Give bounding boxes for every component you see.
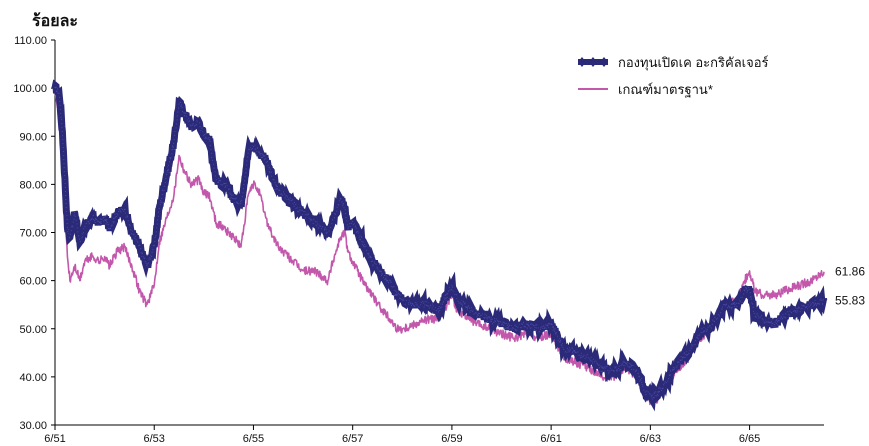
y-tick-label: 100.00	[13, 83, 47, 95]
x-tick-label: 6/63	[640, 433, 661, 445]
legend-benchmark-label: เกณฑ์มาตรฐาน*	[618, 82, 713, 98]
legend-fund-diamond-marker	[589, 57, 597, 67]
x-tick-label: 6/55	[243, 433, 264, 445]
y-tick-label: 30.00	[19, 420, 47, 432]
y-axis-unit-label: ร้อยละ	[32, 13, 78, 30]
x-tick-label: 6/61	[540, 433, 561, 445]
y-tick-label: 40.00	[19, 372, 47, 384]
benchmark-series-line	[54, 88, 825, 406]
x-tick-label: 6/51	[44, 433, 65, 445]
y-tick-label: 110.00	[14, 35, 47, 47]
fund-series-marker-texture	[54, 84, 825, 402]
legend-fund-diamond-marker	[600, 57, 608, 67]
x-tick-label: 6/65	[739, 433, 760, 445]
fund-end-value-label: 55.83	[835, 294, 865, 308]
y-tick-label: 70.00	[19, 228, 47, 240]
y-tick-label: 60.00	[19, 276, 47, 288]
legend-fund-label: กองทุนเปิดเค อะกริคัลเจอร์	[618, 55, 769, 71]
benchmark-end-value-label: 61.86	[835, 265, 865, 279]
x-tick-label: 6/53	[144, 433, 165, 445]
legend-fund-diamond-marker	[578, 57, 586, 67]
x-tick-label: 6/57	[342, 433, 363, 445]
x-tick-label: 6/59	[441, 433, 462, 445]
y-tick-label: 80.00	[19, 179, 47, 191]
y-tick-label: 90.00	[19, 131, 47, 143]
fund-series-line	[51, 79, 828, 412]
y-tick-label: 50.00	[19, 324, 47, 336]
